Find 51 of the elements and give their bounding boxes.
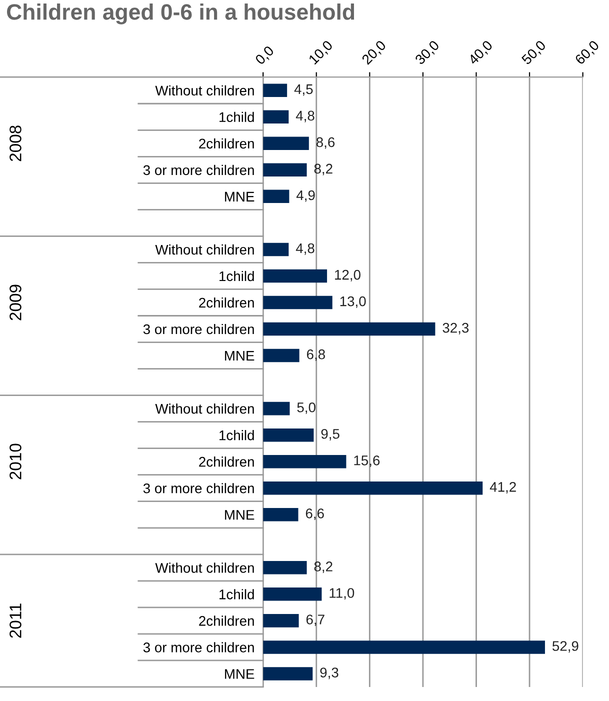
data-label: 8,6 (316, 137, 335, 149)
text: 2011 (10, 604, 22, 638)
data-label: 9,3 (320, 668, 338, 680)
y-tick-label: 2children (199, 297, 254, 308)
x-tick-label: 10,0 (308, 40, 334, 66)
text: 2010 (10, 444, 22, 480)
x-tick-label: 30,0 (414, 40, 441, 66)
y-tick-label: Without children (155, 85, 254, 96)
data-label: 6,7 (306, 614, 324, 626)
data-label: 12,0 (335, 270, 360, 282)
data-label: 4,8 (296, 110, 314, 122)
chart-title: Children aged 0-6 in a household (7, 4, 354, 24)
y-tick-label: MNE (225, 192, 254, 202)
y-tick-label: 1child (220, 270, 254, 282)
y-tick-label: 2children (199, 456, 254, 467)
y-tick-label: 3 or more children (143, 483, 254, 494)
x-tick-label: 60,0 (574, 40, 601, 66)
data-label: 4,8 (296, 243, 314, 255)
data-label: 8,2 (314, 562, 332, 574)
data-label: 4,5 (294, 84, 313, 96)
y-tick-label: 2children (199, 616, 254, 626)
y-tick-label: Without children (155, 562, 254, 573)
data-label: 5,0 (297, 402, 316, 414)
y-tick-label: 1child (220, 589, 254, 600)
y-tick-label: MNE (225, 510, 254, 520)
y-tick-label: 2children (199, 138, 254, 149)
y-tick-label: 3 or more children (143, 164, 254, 176)
data-label: 15,6 (354, 455, 380, 467)
y-tick-label: 1child (220, 430, 254, 440)
x-tick-label: 40,0 (468, 40, 494, 66)
data-label: 11,0 (330, 588, 354, 600)
data-label: 6,8 (306, 349, 325, 361)
x-tick-label: 0,0 (254, 45, 276, 66)
y-tick-label: 3 or more children (143, 324, 254, 334)
data-label: 41,2 (490, 482, 516, 494)
x-tick-label: 50,0 (521, 40, 548, 66)
y-tick-label: MNE (225, 669, 254, 679)
y-tick-label: Without children (155, 404, 254, 414)
text: 2009 (10, 284, 22, 320)
data-label: 8,2 (314, 164, 332, 176)
data-label: 32,3 (442, 322, 469, 334)
data-label: 52,9 (552, 641, 578, 653)
text: 2008 (10, 126, 22, 162)
data-label: 9,5 (321, 428, 340, 440)
y-tick-label: Without children (155, 244, 254, 255)
data-label: 4,9 (296, 190, 315, 202)
y-tick-label: MNE (225, 351, 254, 361)
data-label: 13,0 (340, 296, 366, 308)
y-tick-label: 3 or more children (143, 642, 254, 652)
y-tick-label: 1child (220, 112, 254, 122)
data-label: 6,6 (306, 508, 324, 520)
